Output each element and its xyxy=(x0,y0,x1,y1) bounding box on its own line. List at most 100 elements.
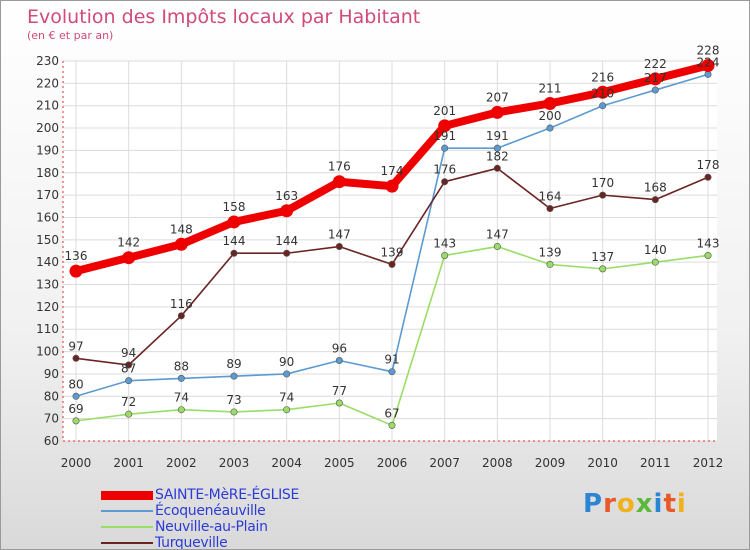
legend-label: Turqueville xyxy=(155,535,228,550)
data-label: 89 xyxy=(226,357,241,371)
data-label: 224 xyxy=(697,55,720,69)
data-label: 191 xyxy=(486,129,509,143)
legend-label: Écoquenéauville xyxy=(155,503,266,519)
data-label: 164 xyxy=(539,190,562,204)
legend-item-turqueville: Turqueville xyxy=(101,535,299,550)
data-point xyxy=(543,96,557,110)
data-label: 178 xyxy=(697,158,720,172)
y-tick-label: 210 xyxy=(36,99,59,113)
data-point xyxy=(283,249,291,257)
data-label: 143 xyxy=(433,236,456,250)
data-point xyxy=(385,179,399,193)
data-point xyxy=(493,144,501,152)
data-point xyxy=(388,421,396,429)
y-tick-label: 160 xyxy=(36,210,59,224)
x-tick-label: 2012 xyxy=(693,456,724,470)
data-point xyxy=(125,361,133,369)
data-point xyxy=(596,85,610,99)
chart-legend: SAINTE-MèRE-ÉGLISE Écoquenéauville Neuvi… xyxy=(101,487,299,550)
data-label: 168 xyxy=(644,181,667,195)
data-point xyxy=(174,237,188,251)
data-point xyxy=(280,204,294,218)
data-label: 207 xyxy=(486,90,509,104)
data-label: 69 xyxy=(68,402,83,416)
y-tick-label: 70 xyxy=(44,412,59,426)
data-label: 222 xyxy=(644,57,667,71)
data-point xyxy=(335,357,343,365)
y-tick-label: 200 xyxy=(36,121,59,135)
data-point xyxy=(546,124,554,132)
data-label: 136 xyxy=(65,249,88,263)
data-point xyxy=(332,175,346,189)
x-tick-label: 2005 xyxy=(324,456,355,470)
data-point xyxy=(72,392,80,400)
x-tick-label: 2007 xyxy=(429,456,460,470)
data-point xyxy=(335,243,343,251)
data-point xyxy=(651,258,659,266)
data-label: 88 xyxy=(174,359,189,373)
data-label: 163 xyxy=(275,189,298,203)
legend-swatch xyxy=(101,490,153,500)
y-tick-label: 150 xyxy=(36,233,59,247)
data-point xyxy=(599,191,607,199)
data-point xyxy=(701,58,715,72)
x-tick-label: 2011 xyxy=(640,456,671,470)
data-point xyxy=(283,406,291,414)
legend-item-sainte-mere-eglise: SAINTE-MèRE-ÉGLISE xyxy=(101,487,299,503)
data-point xyxy=(651,196,659,204)
data-point xyxy=(230,249,238,257)
data-point xyxy=(69,264,83,278)
y-tick-label: 110 xyxy=(36,322,59,336)
data-label: 170 xyxy=(591,176,614,190)
data-label: 201 xyxy=(433,104,456,118)
x-tick-label: 2008 xyxy=(482,456,513,470)
data-point xyxy=(283,370,291,378)
chart-subtitle: (en € et par an) xyxy=(27,29,114,42)
data-label: 74 xyxy=(174,391,189,405)
legend-swatch xyxy=(101,510,153,512)
data-point xyxy=(599,102,607,110)
data-point xyxy=(441,251,449,259)
data-label: 137 xyxy=(591,250,614,264)
data-point xyxy=(177,312,185,320)
x-tick-label: 2010 xyxy=(587,456,618,470)
data-label: 211 xyxy=(539,81,562,95)
data-point xyxy=(230,372,238,380)
data-point xyxy=(230,408,238,416)
data-label: 176 xyxy=(433,163,456,177)
y-tick-label: 140 xyxy=(36,255,59,269)
data-label: 90 xyxy=(279,355,294,369)
y-tick-label: 100 xyxy=(36,345,59,359)
y-tick-label: 220 xyxy=(36,76,59,90)
data-label: 191 xyxy=(433,129,456,143)
legend-swatch xyxy=(101,542,153,544)
data-point xyxy=(177,374,185,382)
y-tick-label: 80 xyxy=(44,389,59,403)
data-label: 116 xyxy=(170,297,193,311)
data-point xyxy=(72,417,80,425)
data-label: 67 xyxy=(384,406,399,420)
chart-title: Evolution des Impôts locaux par Habitant xyxy=(27,6,421,28)
y-tick-label: 170 xyxy=(36,188,59,202)
data-point xyxy=(651,86,659,94)
data-point xyxy=(72,354,80,362)
data-point xyxy=(546,260,554,268)
data-point xyxy=(599,265,607,273)
x-tick-label: 2009 xyxy=(535,456,566,470)
proxiti-logo: Proxiti xyxy=(583,489,687,519)
data-label: 148 xyxy=(170,222,193,236)
data-label: 144 xyxy=(223,234,246,248)
x-tick-label: 2003 xyxy=(219,456,250,470)
data-point xyxy=(490,105,504,119)
y-tick-label: 190 xyxy=(36,143,59,157)
data-point xyxy=(388,260,396,268)
plot-area xyxy=(63,61,717,441)
data-label: 143 xyxy=(697,236,720,250)
data-label: 96 xyxy=(332,342,347,356)
y-tick-label: 230 xyxy=(36,54,59,68)
data-point xyxy=(125,377,133,385)
x-tick-label: 2000 xyxy=(61,456,92,470)
data-label: 200 xyxy=(539,109,562,123)
